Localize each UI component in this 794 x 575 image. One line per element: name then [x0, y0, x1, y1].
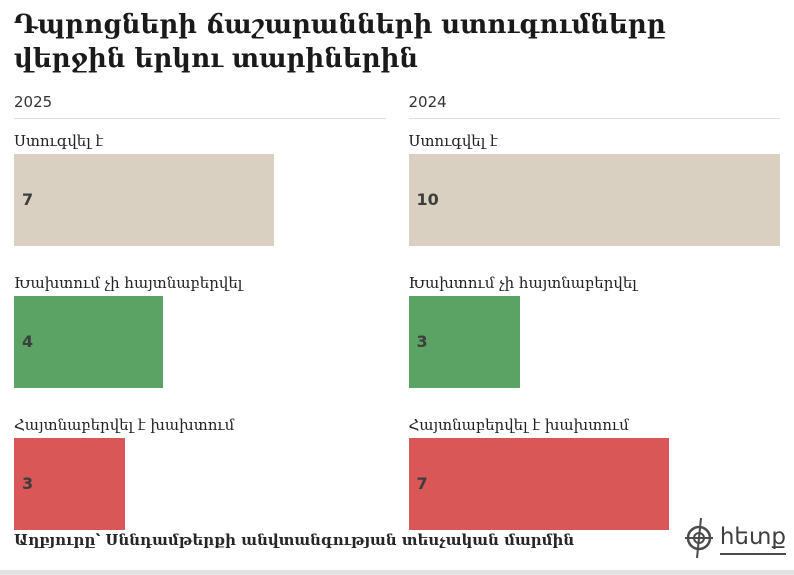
bar-group-inspected-2025: Ստուգվել է 7: [14, 132, 386, 246]
bar-label: Հայտնաբերվել է խախտում: [408, 415, 629, 434]
bar-no-violation-2025: 4: [14, 295, 163, 388]
column-2025: 2025 Ստուգվել է 7 Խախտում չի հայտնաբերվե…: [14, 93, 386, 558]
bar-value: 10: [416, 190, 439, 210]
source-text: Աղբյուրը՝ Սննդամթերքի անվտանգության տեսչ…: [14, 531, 575, 549]
bar-inspected-2024: 10: [408, 153, 780, 246]
bar-label: Խախտում չի հայտնաբերվել: [408, 273, 637, 292]
bar-label: Ստուգվել է: [14, 131, 104, 150]
year-header-2025: 2025: [14, 93, 386, 119]
crosshair-target-icon: [684, 517, 714, 563]
bar-value: 4: [22, 332, 34, 352]
column-2024: 2024 Ստուգվել է 10 Խախտում չի հայտնաբերվ…: [408, 93, 781, 558]
bar-label: Խախտում չի հայտնաբերվել: [14, 273, 243, 292]
year-columns: 2025 Ստուգվել է 7 Խախտում չի հայտնաբերվե…: [14, 93, 780, 558]
chart-title: Դպրոցների ճաշարանների ստուգումները վերջի…: [14, 10, 666, 75]
bar-value: 3: [416, 332, 428, 352]
chart-footer: Աղբյուրը՝ Սննդամթերքի անվտանգության տեսչ…: [14, 517, 786, 563]
bar-value: 7: [416, 474, 428, 494]
bar-inspected-2025: 7: [14, 153, 275, 246]
hetq-logo: հետք: [684, 517, 786, 563]
bottom-edge-strip: [0, 570, 794, 575]
bar-group-violation-2025: Հայտնաբերվել է խախտում 3: [14, 416, 386, 530]
hetq-logo-text: հետք: [719, 525, 786, 555]
bar-group-violation-2024: Հայտնաբերվել է խախտում 7: [408, 415, 781, 530]
bar-value: 7: [22, 190, 34, 210]
bar-group-no-violation-2025: Խախտում չի հայտնաբերվել 4: [14, 274, 386, 388]
bar-label: Ստուգվել է: [408, 131, 498, 150]
bar-label: Հայտնաբերվել է խախտում: [14, 415, 235, 434]
bar-group-no-violation-2024: Խախտում չի հայտնաբերվել 3: [408, 273, 781, 388]
bar-violation-2024: 7: [408, 437, 669, 530]
year-header-2024: 2024: [408, 93, 780, 119]
bar-no-violation-2024: 3: [408, 295, 520, 388]
bar-violation-2025: 3: [14, 437, 126, 530]
bar-value: 3: [22, 474, 34, 494]
bar-group-inspected-2024: Ստուգվել է 10: [408, 131, 780, 246]
